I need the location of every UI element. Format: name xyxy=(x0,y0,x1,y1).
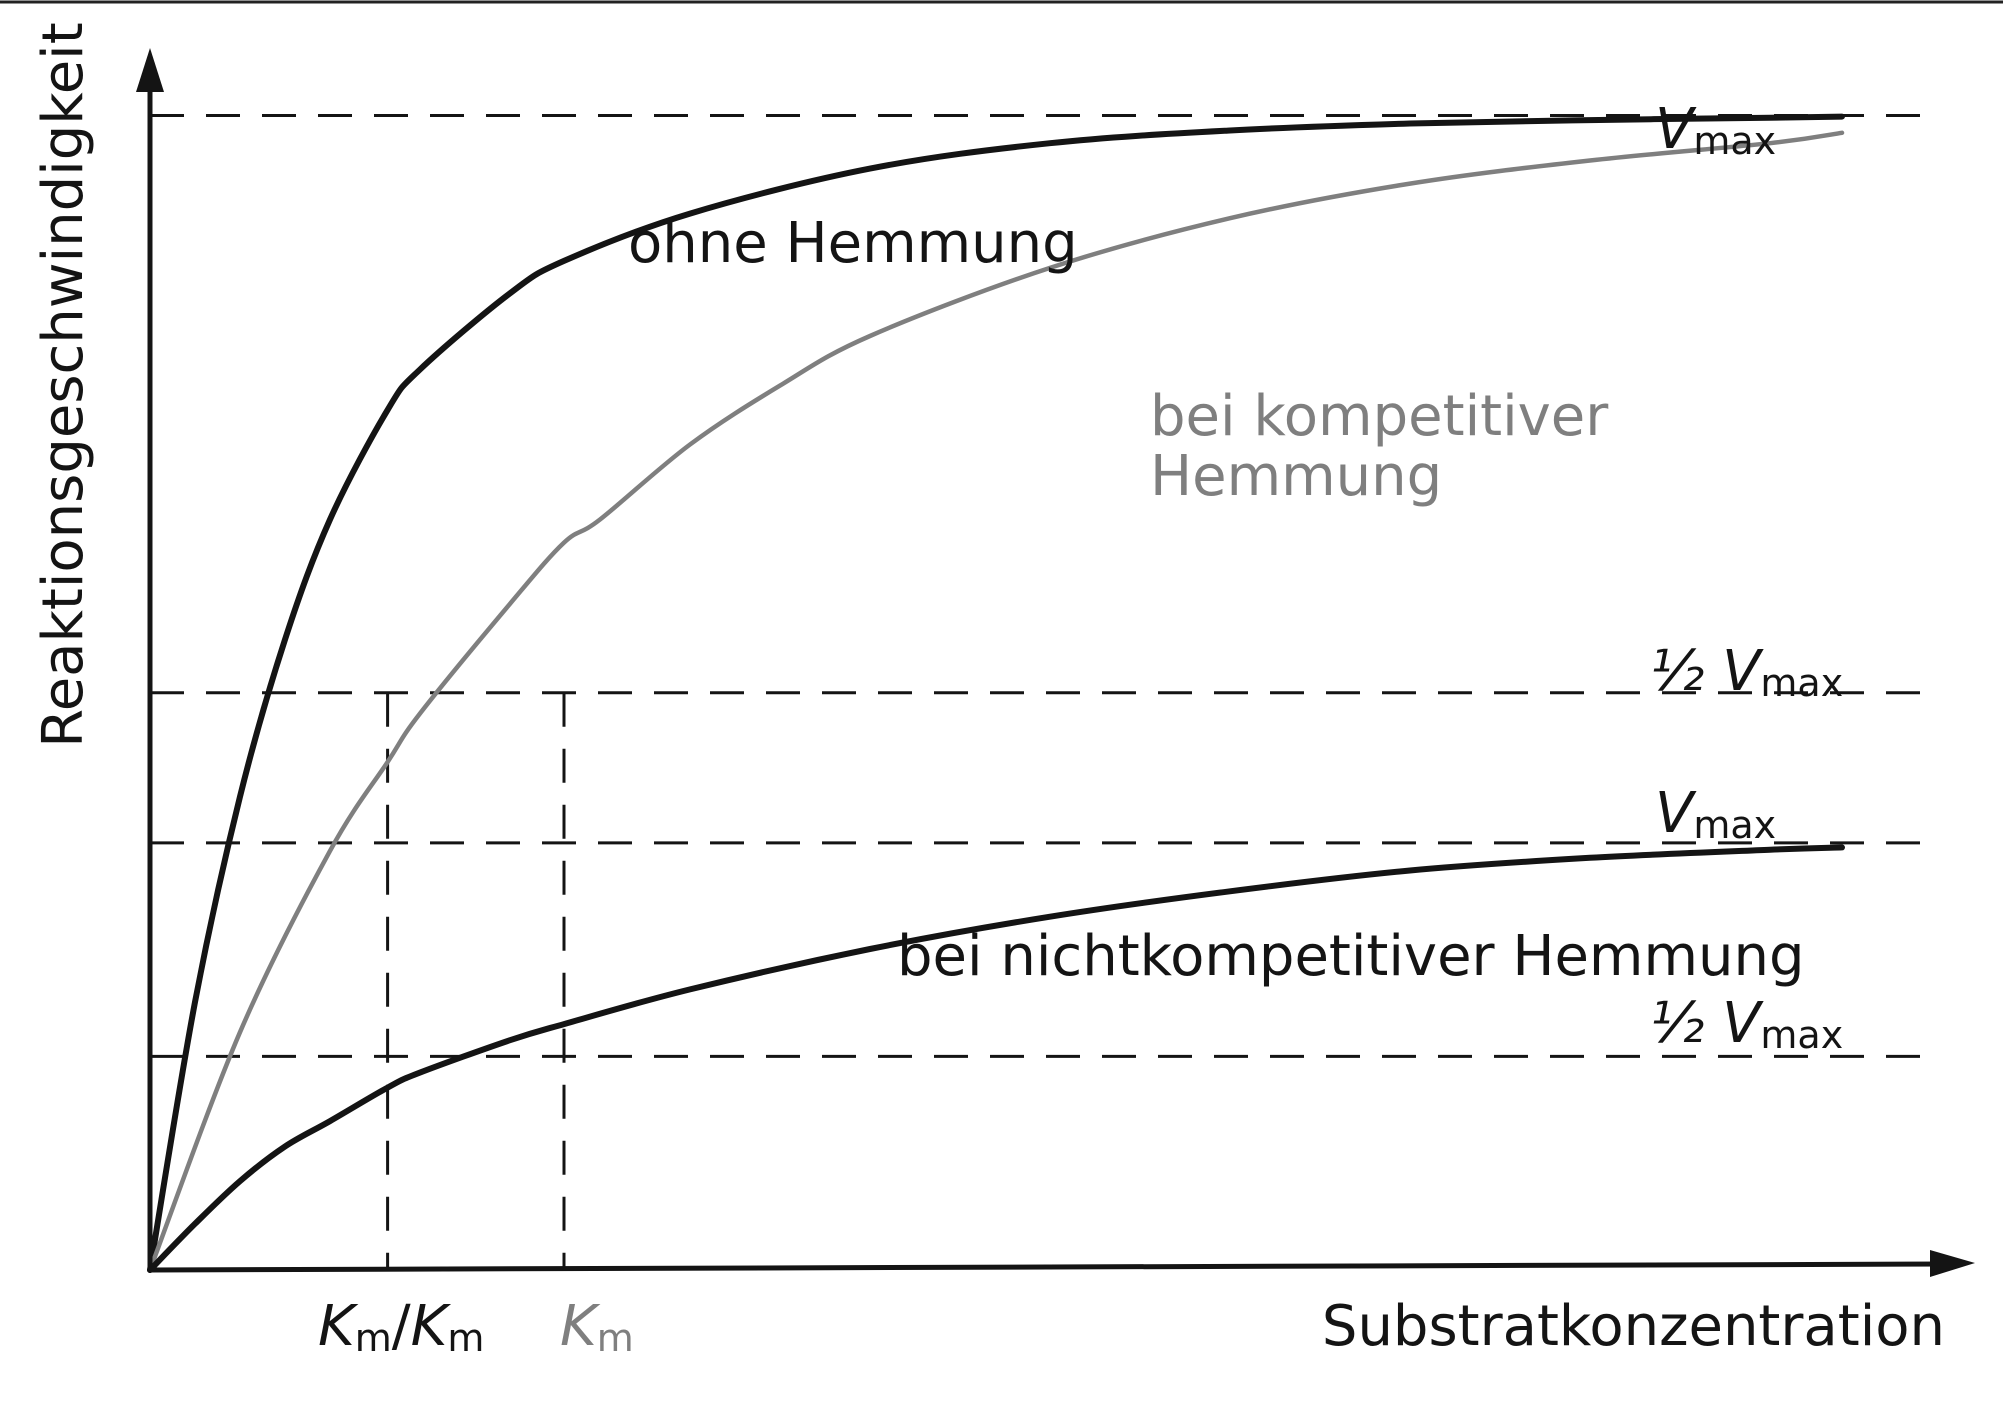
y-axis-arrow-icon xyxy=(136,48,164,92)
half-vmax-label-top-sub: max xyxy=(1760,661,1843,705)
half-vmax-label-bottom: ½ Vmax xyxy=(1650,991,1843,1057)
km-label-competitive: Km xyxy=(560,1294,634,1360)
curve-nichtkompetitive-hemmung xyxy=(147,844,1845,1273)
km-label-separator: / xyxy=(392,1294,411,1359)
y-axis-label: Reaktionsgeschwindigkeit xyxy=(31,22,96,747)
half-vmax-label-bottom-sub: max xyxy=(1760,1013,1843,1057)
vmax-label-top-sub: max xyxy=(1693,119,1776,163)
vmax-label-bottom: Vmax xyxy=(1655,781,1776,847)
km-label-second-main: K xyxy=(411,1294,452,1359)
km-label-competitive-main: K xyxy=(560,1294,601,1359)
series-label-kompetitiv-line1: bei kompetitiver xyxy=(1150,384,1609,449)
x-axis xyxy=(149,1261,1951,1273)
half-vmax-label-bottom-main: ½ V xyxy=(1650,991,1764,1056)
curve-ohne-hemmung xyxy=(147,113,1845,1273)
km-label-second-sub: m xyxy=(447,1316,484,1360)
vmax-label-bottom-sub: max xyxy=(1693,803,1776,847)
x-axis-arrow-icon xyxy=(1930,1250,1975,1277)
axes xyxy=(136,48,1975,1277)
km-label-first-main: K xyxy=(318,1294,359,1359)
curve-kompetitive-hemmung xyxy=(147,130,1845,1273)
series-label-kompetitiv: bei kompetitiver Hemmung xyxy=(1150,384,1626,509)
series-label-nichtkompetitiv: bei nichtkompetitiver Hemmung xyxy=(897,924,1805,989)
km-label-competitive-sub: m xyxy=(597,1316,634,1360)
vmax-label-top-main: V xyxy=(1655,97,1697,162)
series-label-kompetitiv-line2: Hemmung xyxy=(1150,444,1442,509)
vmax-label-top: Vmax xyxy=(1655,97,1776,163)
series-label-ohne-hemmung: ohne Hemmung xyxy=(628,211,1078,276)
x-axis-label: Substratkonzentration xyxy=(1322,1294,1945,1359)
dashed-guides xyxy=(150,113,1935,1270)
km-label-first-sub: m xyxy=(355,1316,392,1360)
half-vmax-label-top-main: ½ V xyxy=(1650,639,1764,704)
vmax-label-bottom-main: V xyxy=(1655,781,1697,846)
curves xyxy=(147,113,1845,1273)
km-label-pair: Km/Km xyxy=(318,1294,484,1360)
half-vmax-label-top: ½ Vmax xyxy=(1650,639,1843,705)
